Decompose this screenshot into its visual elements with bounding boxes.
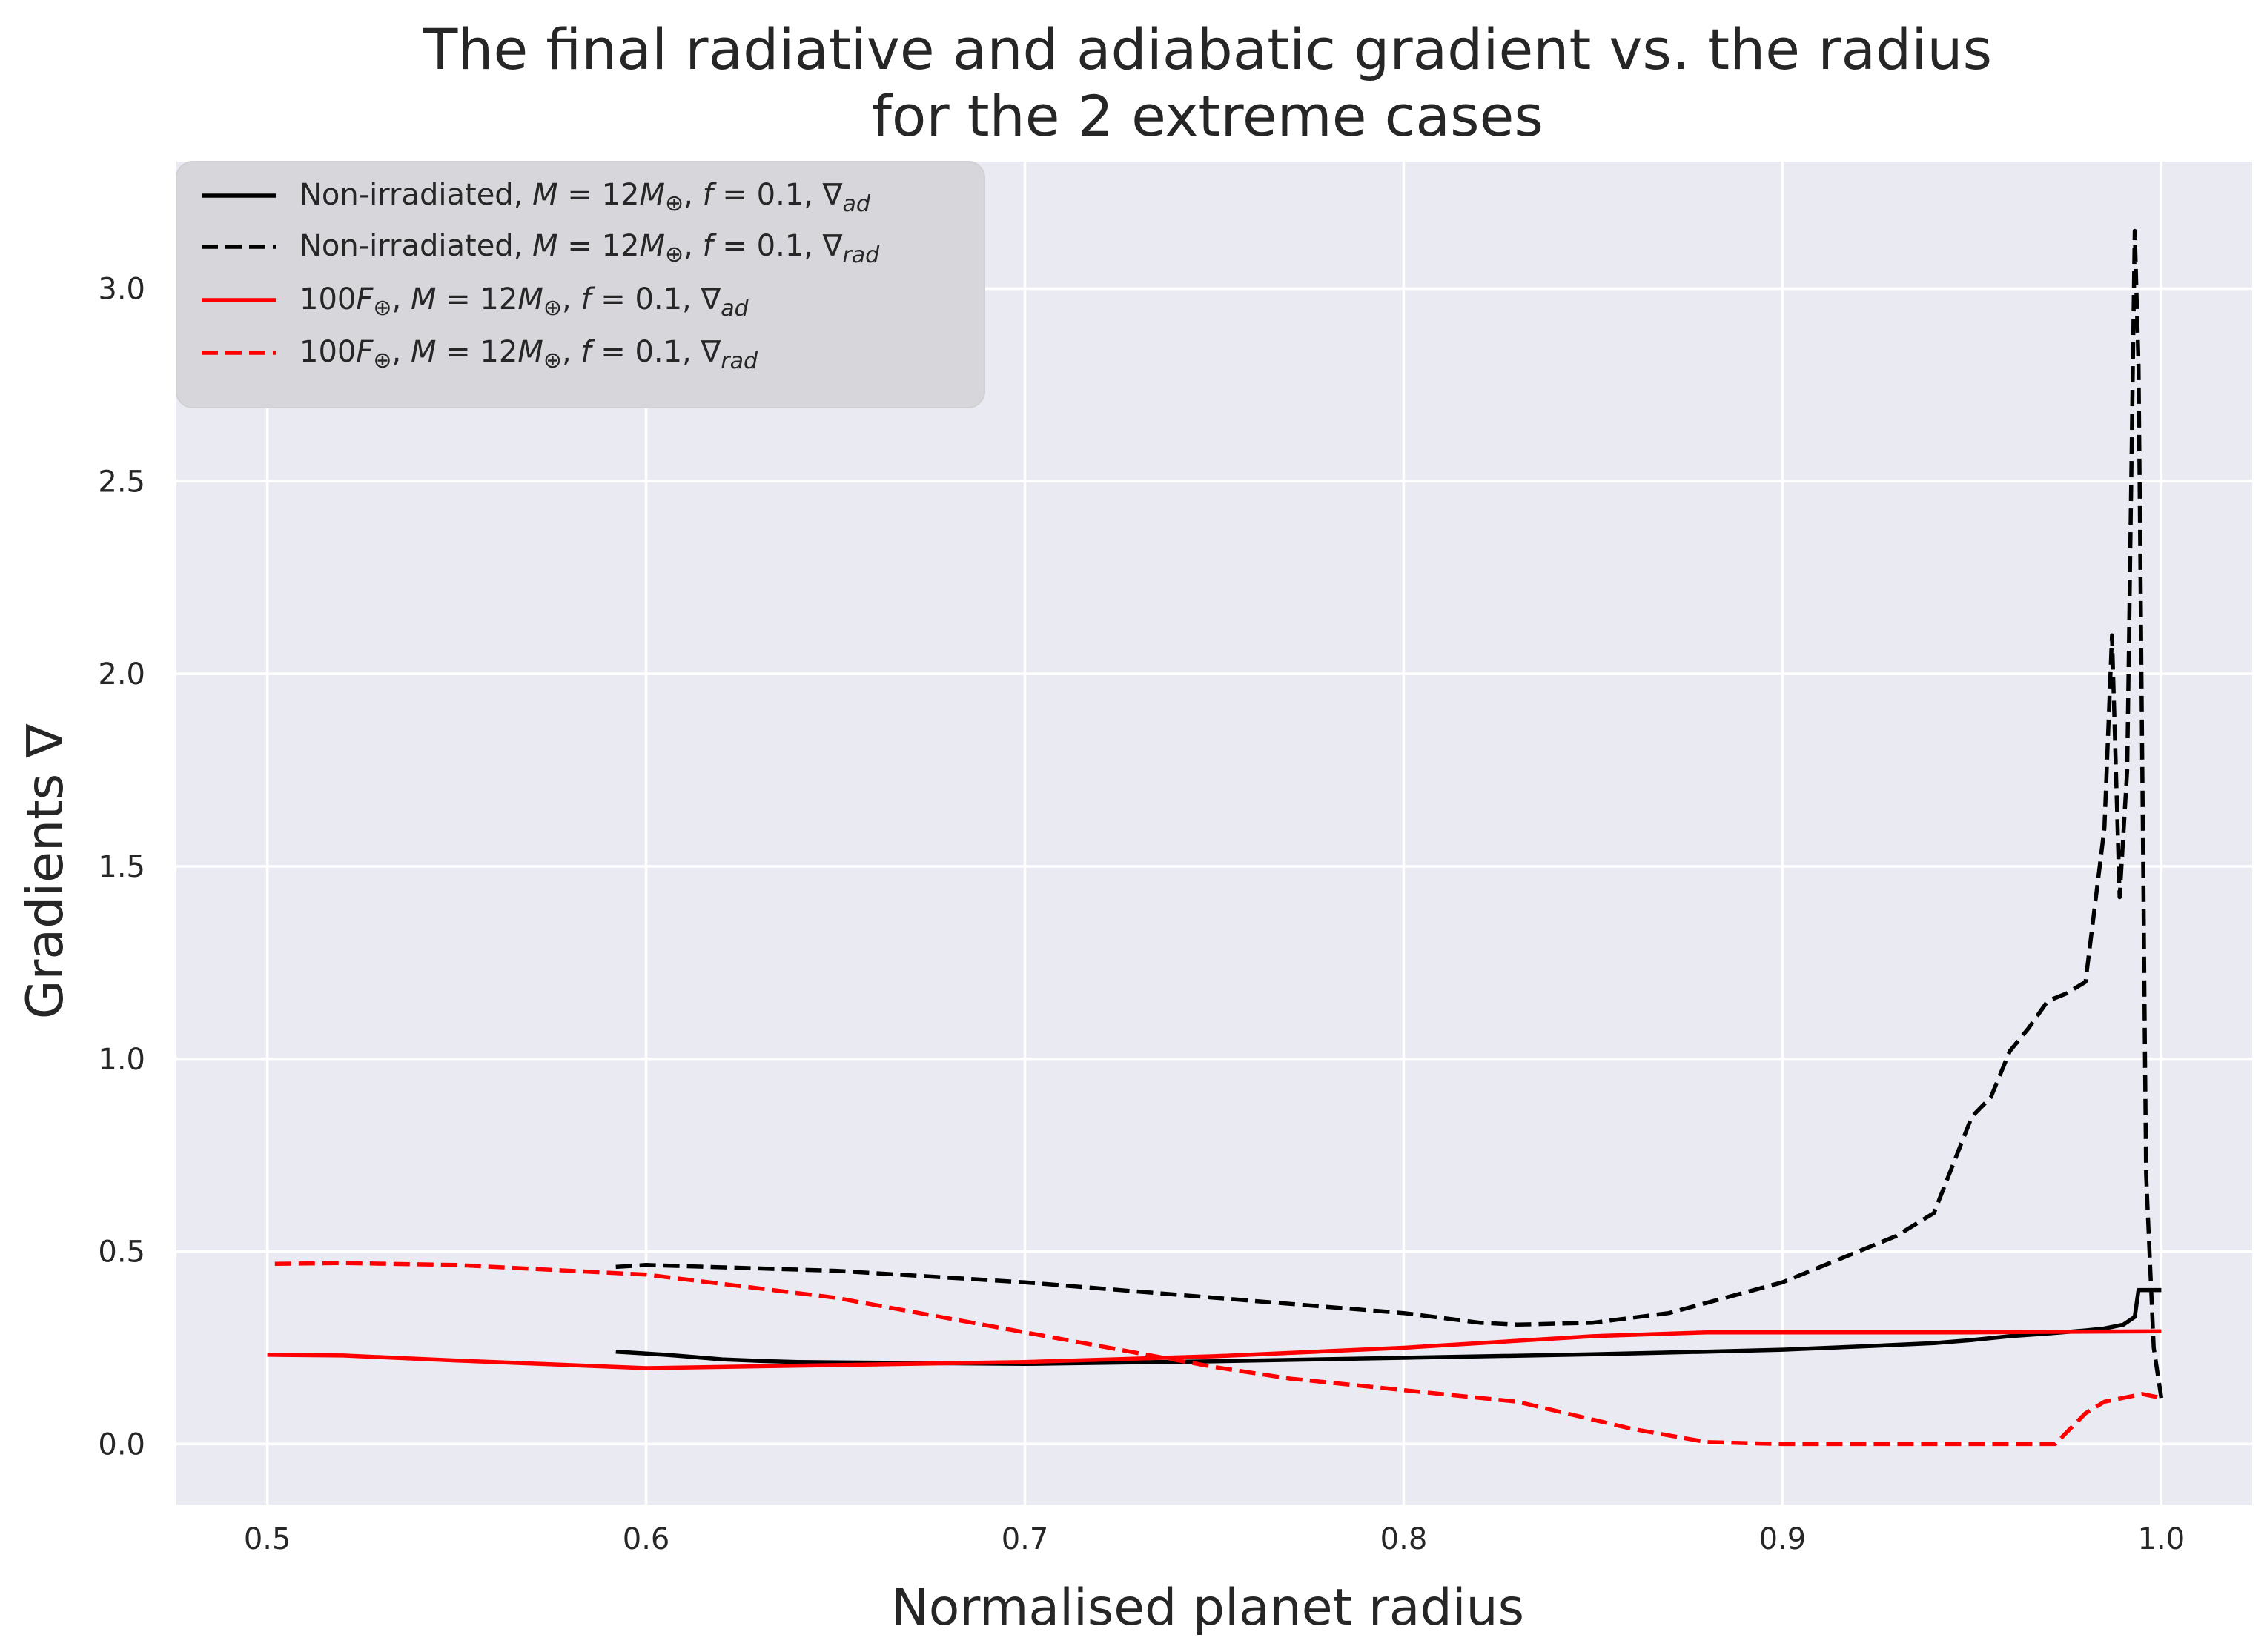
x-tick-label: 0.9 <box>1759 1522 1807 1556</box>
y-tick-label: 2.5 <box>98 465 145 499</box>
legend-label: 100F⊕, M = 12M⊕, f = 0.1, ∇rad <box>299 335 758 374</box>
chart-title-line-1: The final radiative and adiabatic gradie… <box>423 16 1992 82</box>
legend-label: 100F⊕, M = 12M⊕, f = 0.1, ∇ad <box>299 282 749 322</box>
legend-box <box>176 161 985 408</box>
y-tick-label: 2.0 <box>98 657 145 691</box>
x-tick-label: 1.0 <box>2138 1522 2185 1556</box>
y-tick-label: 0.5 <box>98 1235 145 1270</box>
y-tick-label: 0.0 <box>98 1427 145 1462</box>
y-tick-label: 1.0 <box>98 1043 145 1077</box>
series-line-4 <box>274 1261 2162 1447</box>
series-lines <box>267 228 2164 1447</box>
x-axis-label: Normalised planet radius <box>891 1579 1524 1637</box>
tick-labels: 0.5 0.6 0.7 0.8 0.9 1.0 0.0 0.5 1.0 1.5 2.0 2.5 3.0 <box>98 272 2185 1556</box>
y-tick-label: 1.5 <box>98 850 145 884</box>
x-tick-label: 0.8 <box>1380 1522 1428 1556</box>
chart-title-line-2: for the 2 extreme cases <box>872 83 1543 149</box>
x-tick-label: 0.6 <box>623 1522 670 1556</box>
legend-label: Non-irradiated, M = 12M⊕, f = 0.1, ∇ad <box>299 178 871 217</box>
legend-label: Non-irradiated, M = 12M⊕, f = 0.1, ∇rad <box>299 229 880 268</box>
legend: Non-irradiated, M = 12M⊕, f = 0.1, ∇ad No… <box>176 161 985 408</box>
y-axis-label: Gradients ∇ <box>16 723 75 1019</box>
series-line-3 <box>267 1329 2162 1370</box>
x-tick-label: 0.7 <box>1002 1522 1049 1556</box>
y-tick-label: 3.0 <box>98 272 145 306</box>
x-tick-label: 0.5 <box>244 1522 291 1556</box>
series-line-1 <box>615 1287 2162 1367</box>
series-line-2 <box>615 228 2164 1399</box>
